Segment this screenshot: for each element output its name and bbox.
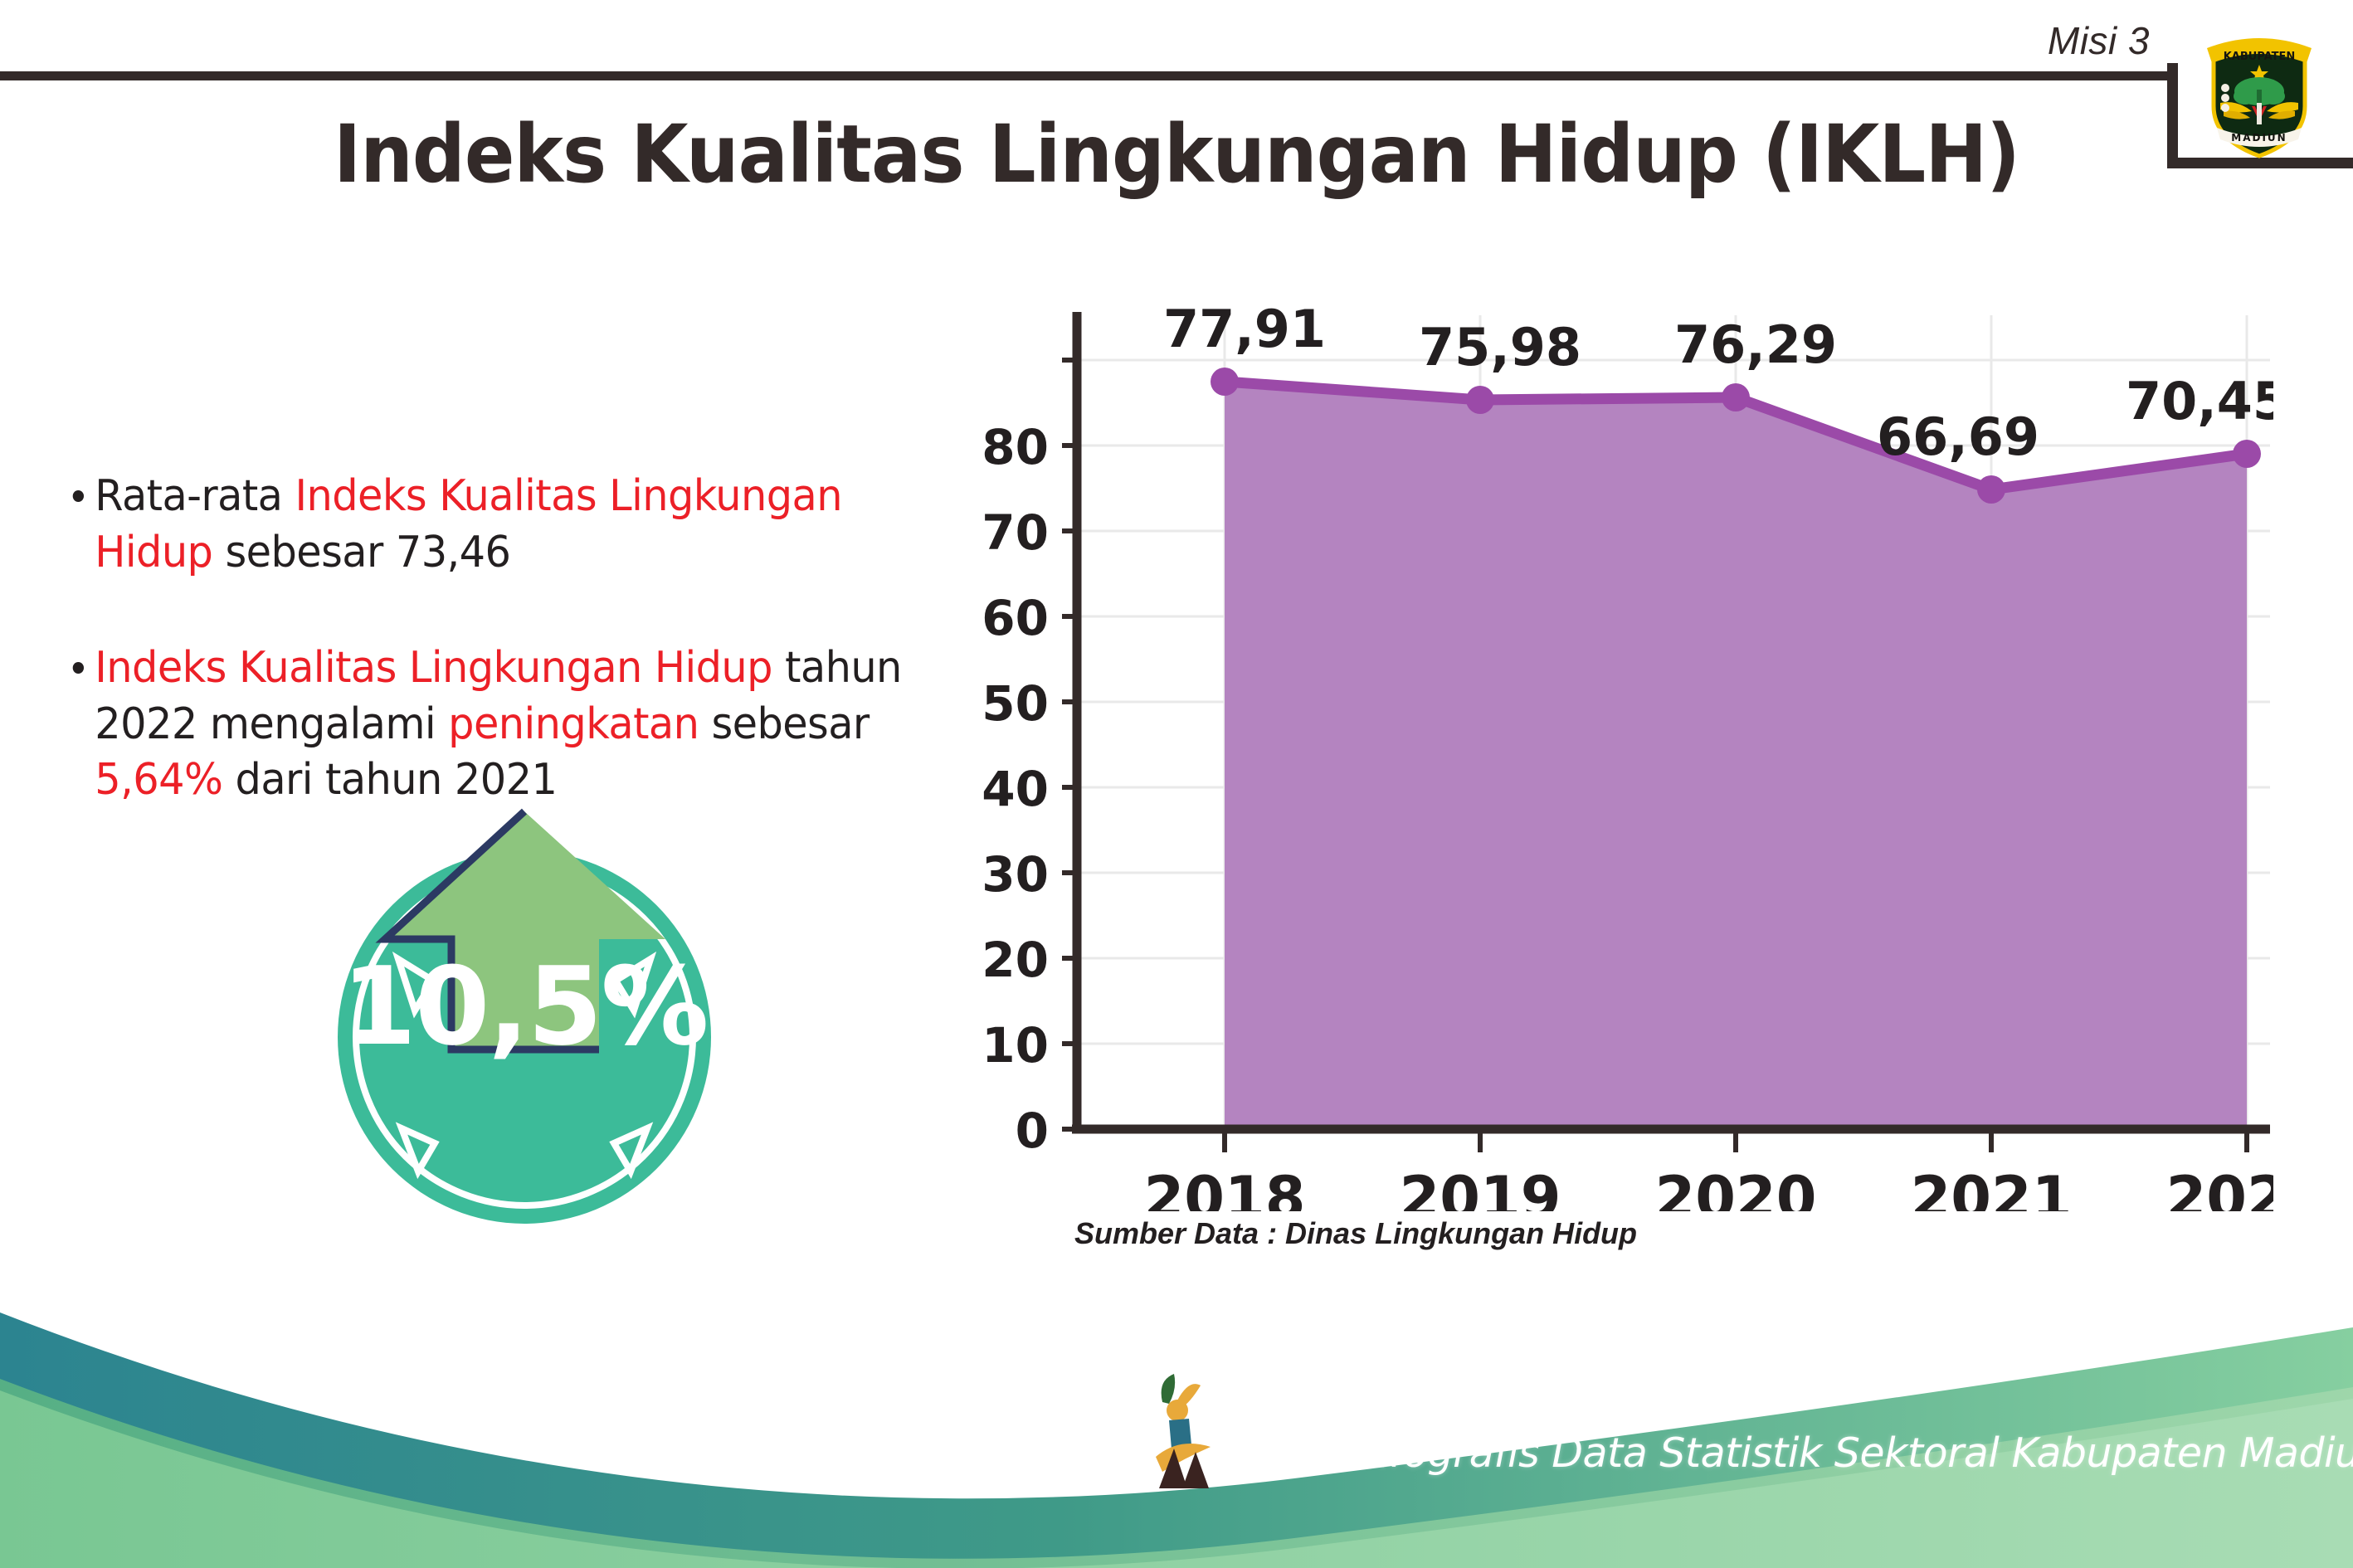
badge-triangle-top-right (611, 951, 657, 1019)
x-tick-label-2019: 2019 (1400, 1164, 1561, 1211)
iklh-area-chart: 0 10 20 30 40 50 60 70 80 2018 2019 2020… (979, 282, 2273, 1211)
bullet-2-part-1: tahun 2022 mengalami (95, 643, 902, 749)
header-divider-line (0, 71, 2167, 80)
badge-triangle-bottom-right (609, 1122, 654, 1180)
bullet-1-part-0: Rata-rata (95, 471, 295, 521)
up-arrow-outline (375, 808, 599, 1054)
chart-area-fill (1225, 382, 2247, 1129)
x-tick-label-2020: 2020 (1655, 1164, 1817, 1211)
bullet-2-part-2: peningkatan (448, 699, 699, 749)
data-label-2018: 77,91 (1163, 299, 1326, 359)
data-label-2020: 76,29 (1674, 314, 1837, 375)
data-label-2022: 70,45 (2126, 371, 2273, 431)
emblem-bottom-text: MADIUN (2231, 132, 2287, 144)
y-tick-label-70: 70 (982, 504, 1049, 561)
bps-figure-logo-icon (1141, 1367, 1232, 1492)
y-tick-label-60: 60 (982, 590, 1049, 646)
y-tick-label-20: 20 (982, 932, 1049, 988)
bullet-item-2: Indeks Kualitas Lingkungan Hidup tahun 2… (68, 640, 928, 809)
chart-y-ticks (1062, 358, 1077, 1132)
chart-y-tick-labels: 0 10 20 30 40 50 60 70 80 (982, 419, 1049, 1159)
kabupaten-madiun-emblem-icon: KABUPATEN MADIUN (2197, 23, 2321, 164)
footer-caption: Media Infografis Data Statistik Sektoral… (1220, 1429, 2353, 1477)
y-tick-label-40: 40 (982, 761, 1049, 817)
emblem-top-text: KABUPATEN (2224, 51, 2296, 63)
bullet-item-1: Rata-rata Indeks Kualitas Lingkungan Hid… (68, 469, 928, 581)
page-title: Indeks Kualitas Lingkungan Hidup (IKLH) (334, 108, 2020, 201)
bullet-2-part-5: dari tahun 2021 (222, 755, 558, 806)
y-tick-label-0: 0 (1016, 1103, 1049, 1159)
data-label-2021: 66,69 (1877, 407, 2039, 467)
mission-label: Misi 3 (2047, 19, 2150, 62)
header-bracket-horizontal (2167, 158, 2353, 168)
x-tick-label-2021: 2021 (1911, 1164, 2073, 1211)
x-tick-label-2018: 2018 (1144, 1164, 1306, 1211)
chart-x-tick-labels: 2018 2019 2020 2021 2022 (1144, 1164, 2273, 1211)
bullet-2-part-3: sebesar (699, 699, 870, 749)
badge-triangle-top-left (392, 951, 438, 1019)
chart-data-markers (1211, 368, 2261, 504)
y-tick-label-50: 50 (982, 675, 1049, 732)
bullet-2-part-0: Indeks Kualitas Lingkungan Hidup (95, 643, 772, 694)
bullet-2-part-4: 5,64% (95, 755, 223, 806)
y-tick-label-80: 80 (982, 419, 1049, 475)
badge-percent-value: 10,5% (341, 943, 709, 1069)
bullet-list: Rata-rata Indeks Kualitas Lingkungan Hid… (68, 469, 972, 809)
header-bracket-vertical (2167, 63, 2178, 168)
chart-x-ticks (1222, 1129, 2249, 1152)
data-label-2019: 75,98 (1419, 317, 1581, 377)
x-tick-label-2022: 2022 (2166, 1164, 2273, 1211)
chart-data-labels: 77,91 75,98 76,29 66,69 70,45 (1163, 299, 2273, 467)
badge-triangle-bottom-left (395, 1122, 440, 1180)
y-tick-label-10: 10 (982, 1017, 1049, 1074)
bullet-1-part-1: Indeks Kualitas Lingkungan Hidup (95, 471, 842, 577)
growth-badge: 10,5% (309, 796, 740, 1228)
bullet-1-part-2: sebesar 73,46 (212, 527, 511, 577)
y-tick-label-30: 30 (982, 846, 1049, 903)
chart-source-note: Sumber Data : Dinas Lingkungan Hidup (1074, 1216, 1638, 1250)
